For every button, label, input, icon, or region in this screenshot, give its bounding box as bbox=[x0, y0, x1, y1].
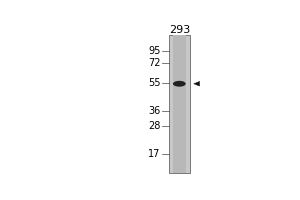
Text: 17: 17 bbox=[148, 149, 161, 159]
Text: 95: 95 bbox=[148, 46, 161, 56]
Ellipse shape bbox=[173, 81, 186, 87]
Text: 28: 28 bbox=[148, 121, 161, 131]
Text: 55: 55 bbox=[148, 78, 161, 88]
Text: 36: 36 bbox=[148, 106, 161, 116]
Bar bbox=[169, 35, 190, 173]
Text: 72: 72 bbox=[148, 58, 161, 68]
Polygon shape bbox=[194, 81, 200, 86]
Text: 293: 293 bbox=[169, 25, 190, 35]
Bar bbox=[173, 35, 186, 173]
